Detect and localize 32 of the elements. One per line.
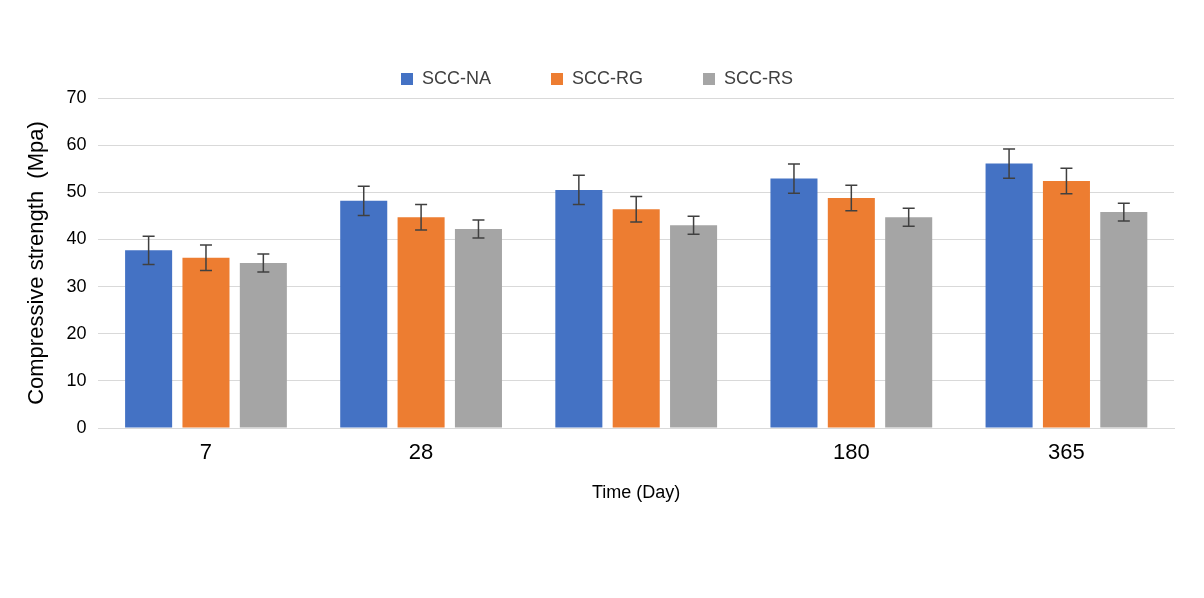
bar	[670, 225, 718, 428]
legend-label: SCC-RS	[724, 67, 794, 88]
y-tick-label: 10	[66, 369, 87, 390]
x-tick-label: 365	[1048, 439, 1085, 465]
bar	[555, 189, 603, 428]
bar	[340, 200, 388, 428]
y-tick-label: 40	[66, 228, 87, 249]
bar	[985, 163, 1033, 428]
bar	[612, 209, 660, 428]
x-tick-label: 7	[199, 439, 213, 465]
y-tick-label: 50	[66, 181, 87, 202]
y-tick-label: 0	[76, 416, 87, 437]
bar	[125, 250, 173, 428]
y-tick-label: 20	[66, 322, 87, 343]
bar	[239, 263, 287, 428]
y-tick-label: 60	[66, 134, 87, 155]
bar	[1042, 180, 1090, 428]
bar	[770, 178, 818, 428]
x-tick-label: 28	[408, 439, 434, 465]
bar	[454, 229, 502, 428]
x-axis-title: Time (Day)	[592, 482, 681, 503]
legend-label: SCC-NA	[422, 67, 492, 88]
bar	[182, 257, 230, 428]
y-axis-title: Compressive strength (Mpa)	[23, 121, 49, 405]
bar	[1100, 212, 1148, 428]
bar	[885, 217, 933, 428]
legend-label: SCC-RG	[572, 67, 643, 88]
y-tick-label: 70	[66, 86, 87, 107]
bar	[397, 217, 445, 428]
y-tick-label: 30	[66, 275, 87, 296]
x-tick-label: 180	[832, 439, 870, 465]
bar	[827, 197, 875, 428]
